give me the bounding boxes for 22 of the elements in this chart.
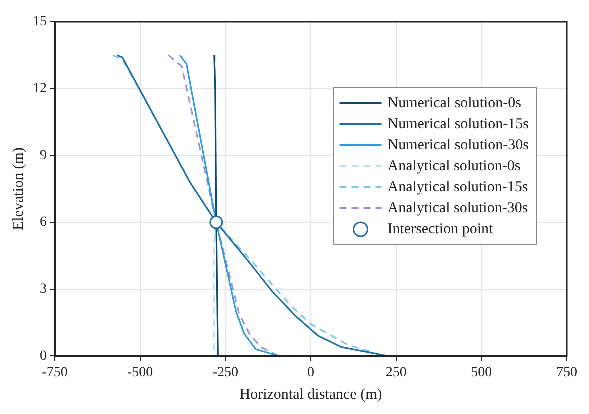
- legend-label: Numerical solution-30s: [388, 137, 530, 154]
- x-axis-title: Horizontal distance (m): [240, 386, 382, 403]
- y-tick-label: 9: [40, 148, 47, 164]
- legend-label: Numerical solution-15s: [388, 116, 530, 132]
- legend-label: Analytical solution-15s: [388, 179, 528, 196]
- x-tick-label: 250: [386, 365, 407, 380]
- legend-label: Analytical solution-30s: [388, 200, 528, 216]
- x-tick-label: -750: [42, 365, 68, 380]
- y-tick-label: 15: [33, 14, 47, 30]
- legend-label: Numerical solution-0s: [388, 95, 522, 112]
- y-tick-label: 12: [33, 82, 47, 97]
- legend-label: Intersection point: [388, 221, 494, 238]
- y-tick-label: 0: [40, 348, 47, 364]
- y-tick-label: 6: [40, 215, 47, 230]
- y-axis-title: Elevation (m): [10, 148, 27, 231]
- x-tick-label: 0: [308, 365, 314, 380]
- y-tick-label: 3: [40, 282, 47, 298]
- x-tick-label: -500: [127, 365, 154, 380]
- legend-label: Analytical solution-0s: [388, 158, 521, 174]
- x-tick-label: 500: [471, 365, 492, 380]
- x-tick-label: 750: [556, 365, 578, 380]
- x-tick-label: -250: [212, 365, 239, 380]
